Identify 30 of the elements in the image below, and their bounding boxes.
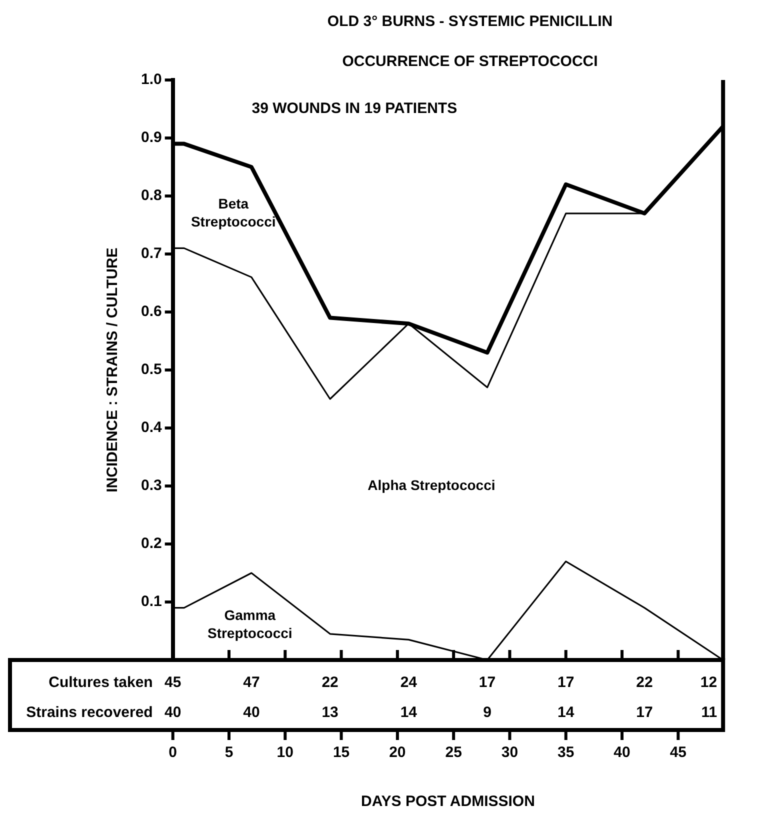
y-tick-label: 0.1 <box>140 593 162 610</box>
y-tick-label: 0.3 <box>140 477 162 494</box>
annotation: Gamma Streptococci <box>207 607 292 642</box>
x-tick-label: 0 <box>168 744 178 762</box>
text: Strains recovered 40 40 13 14 9 14 17 11 <box>26 704 718 722</box>
x-tick-label: 10 <box>276 744 294 762</box>
x-tick-label: 35 <box>558 744 574 762</box>
chart-subtitle: OCCURRENCE OF STREPTOCOCCI <box>342 53 598 70</box>
y-tick-label: 0.4 <box>140 419 162 436</box>
y-tick-label: 0.7 <box>140 245 162 262</box>
chart-title: OLD 3° BURNS - SYSTEMIC PENICILLIN <box>327 13 613 30</box>
x-tick-label: 15 <box>332 744 350 762</box>
annotation: Beta Streptococci <box>190 195 276 230</box>
x-axis-title: DAYS POST ADMISSION <box>361 793 535 810</box>
x-tick-label: 40 <box>614 744 630 762</box>
y-tick-label: 0.5 <box>140 361 162 378</box>
x-tick-label: 25 <box>445 744 462 762</box>
y-tick-label: 1.0 <box>140 71 162 88</box>
y-tick-label: 0.6 <box>140 303 162 320</box>
x-tick-label: 20 <box>389 744 406 762</box>
text: Cultures taken 45 47 22 24 17 17 22 12 <box>48 674 718 692</box>
y-axis-title: INCIDENCE : STRAINS / CULTURE <box>104 248 122 492</box>
annotation: Alpha Streptococci <box>368 476 496 493</box>
x-tick-label: 5 <box>224 744 234 762</box>
x-tick-label: 45 <box>670 744 687 762</box>
y-tick-label: 0.8 <box>140 187 162 204</box>
x-tick-label: 30 <box>501 744 518 762</box>
annotation: 39 WOUNDS IN 19 PATIENTS <box>252 100 458 118</box>
y-tick-label: 0.9 <box>140 129 162 146</box>
y-tick-label: 0.2 <box>140 535 162 552</box>
